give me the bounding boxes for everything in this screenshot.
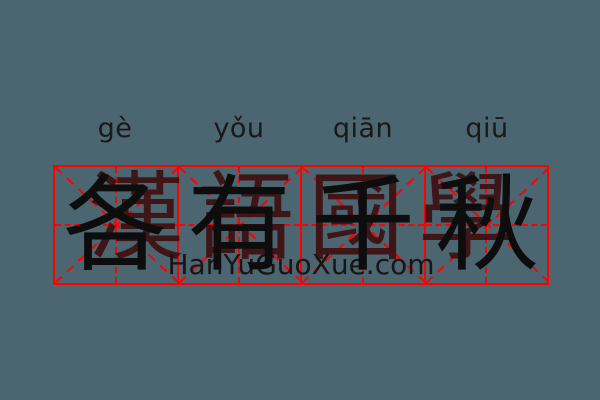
- pinyin-label-2: yǒu: [213, 112, 265, 144]
- horizontal-guide-line: [425, 224, 547, 226]
- tian-zi-ge-grid: [53, 165, 549, 285]
- grid-cell-3: [300, 165, 424, 285]
- horizontal-guide-line: [55, 224, 177, 226]
- horizontal-guide-line: [178, 224, 300, 226]
- pinyin-label-3: qiān: [332, 112, 394, 144]
- grid-cell-1: [53, 165, 177, 285]
- pinyin-label-1: gè: [97, 112, 133, 144]
- grid-cell-2: [176, 165, 300, 285]
- grid-cell-4: [423, 165, 549, 285]
- pinyin-row: gè yǒu qiān qiū: [53, 105, 549, 151]
- pinyin-label-4: qiū: [465, 112, 509, 144]
- horizontal-guide-line: [302, 224, 424, 226]
